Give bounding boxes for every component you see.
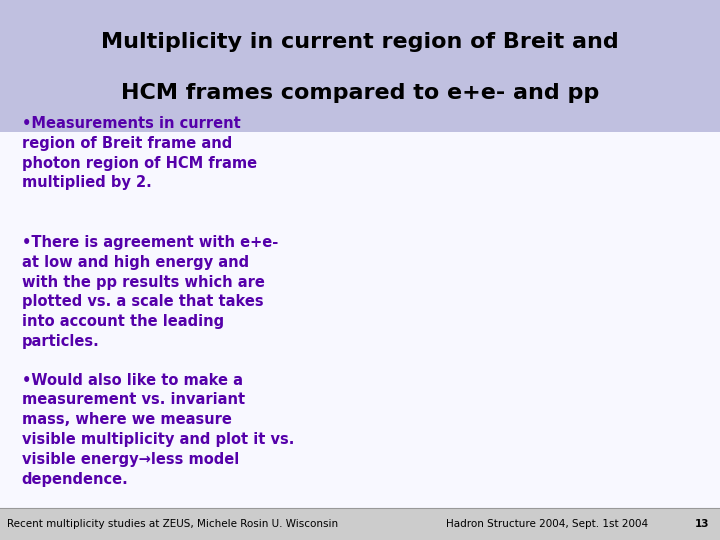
Bar (0, 508, 720, 540)
Text: HCM frames compared to e+e- and pp: HCM frames compared to e+e- and pp (121, 83, 599, 103)
Text: •Measurements in current
region of Breit frame and
photon region of HCM frame
mu: •Measurements in current region of Breit… (22, 116, 257, 191)
Bar (0, 0, 720, 132)
Text: Multiplicity in current region of Breit and: Multiplicity in current region of Breit … (101, 32, 619, 52)
Text: Hadron Structure 2004, Sept. 1st 2004: Hadron Structure 2004, Sept. 1st 2004 (446, 519, 649, 529)
Text: Recent multiplicity studies at ZEUS, Michele Rosin U. Wisconsin: Recent multiplicity studies at ZEUS, Mic… (7, 519, 338, 529)
Text: 13: 13 (695, 519, 709, 529)
Text: •There is agreement with e+e-
at low and high energy and
with the pp results whi: •There is agreement with e+e- at low and… (22, 235, 278, 349)
Text: •Would also like to make a
measurement vs. invariant
mass, where we measure
visi: •Would also like to make a measurement v… (22, 373, 294, 487)
